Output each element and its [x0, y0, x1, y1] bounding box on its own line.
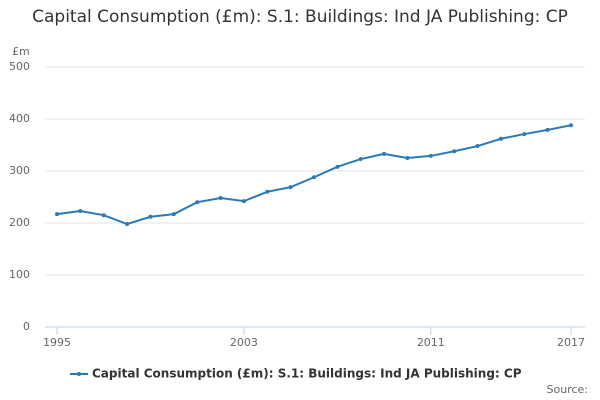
y-tick-label: 0: [23, 320, 30, 333]
point: [265, 189, 270, 194]
source: Source:: [547, 383, 589, 396]
series-line: [56, 124, 572, 226]
point: [171, 212, 176, 217]
point: [382, 151, 387, 156]
x-tick-label: 2017: [557, 336, 585, 349]
point: [312, 175, 316, 180]
point: [522, 132, 527, 137]
point: [78, 209, 83, 214]
y-axis-label: £m: [12, 45, 30, 58]
point: [148, 214, 153, 219]
point: [101, 213, 106, 218]
point: [195, 200, 200, 205]
point: [475, 144, 480, 149]
x-tick-label: 1995: [43, 336, 71, 349]
point: [125, 222, 130, 227]
point: [55, 212, 59, 217]
chart-title: Capital Consumption (£m): S.1: Buildings…: [32, 7, 568, 27]
point: [428, 153, 433, 158]
y-tick-label: 400: [9, 112, 30, 125]
point: [288, 185, 293, 190]
point: [569, 123, 573, 128]
point: [335, 164, 340, 169]
point: [545, 127, 550, 132]
x-tick-label: 2011: [417, 336, 445, 349]
legend-label: Capital Consumption (£m): S.1: Buildings…: [92, 367, 522, 381]
y-tick-label: 300: [9, 164, 30, 177]
y-tick-label: 200: [9, 216, 30, 229]
legend-marker: [77, 372, 81, 376]
point: [452, 149, 457, 154]
point: [241, 199, 246, 204]
point: [498, 136, 503, 141]
point: [358, 157, 363, 162]
point: [405, 156, 410, 160]
x-tick-label: 2003: [230, 336, 258, 349]
y-tick-label: 500: [9, 60, 30, 73]
y-tick-label: 100: [9, 268, 30, 281]
point: [218, 196, 223, 201]
